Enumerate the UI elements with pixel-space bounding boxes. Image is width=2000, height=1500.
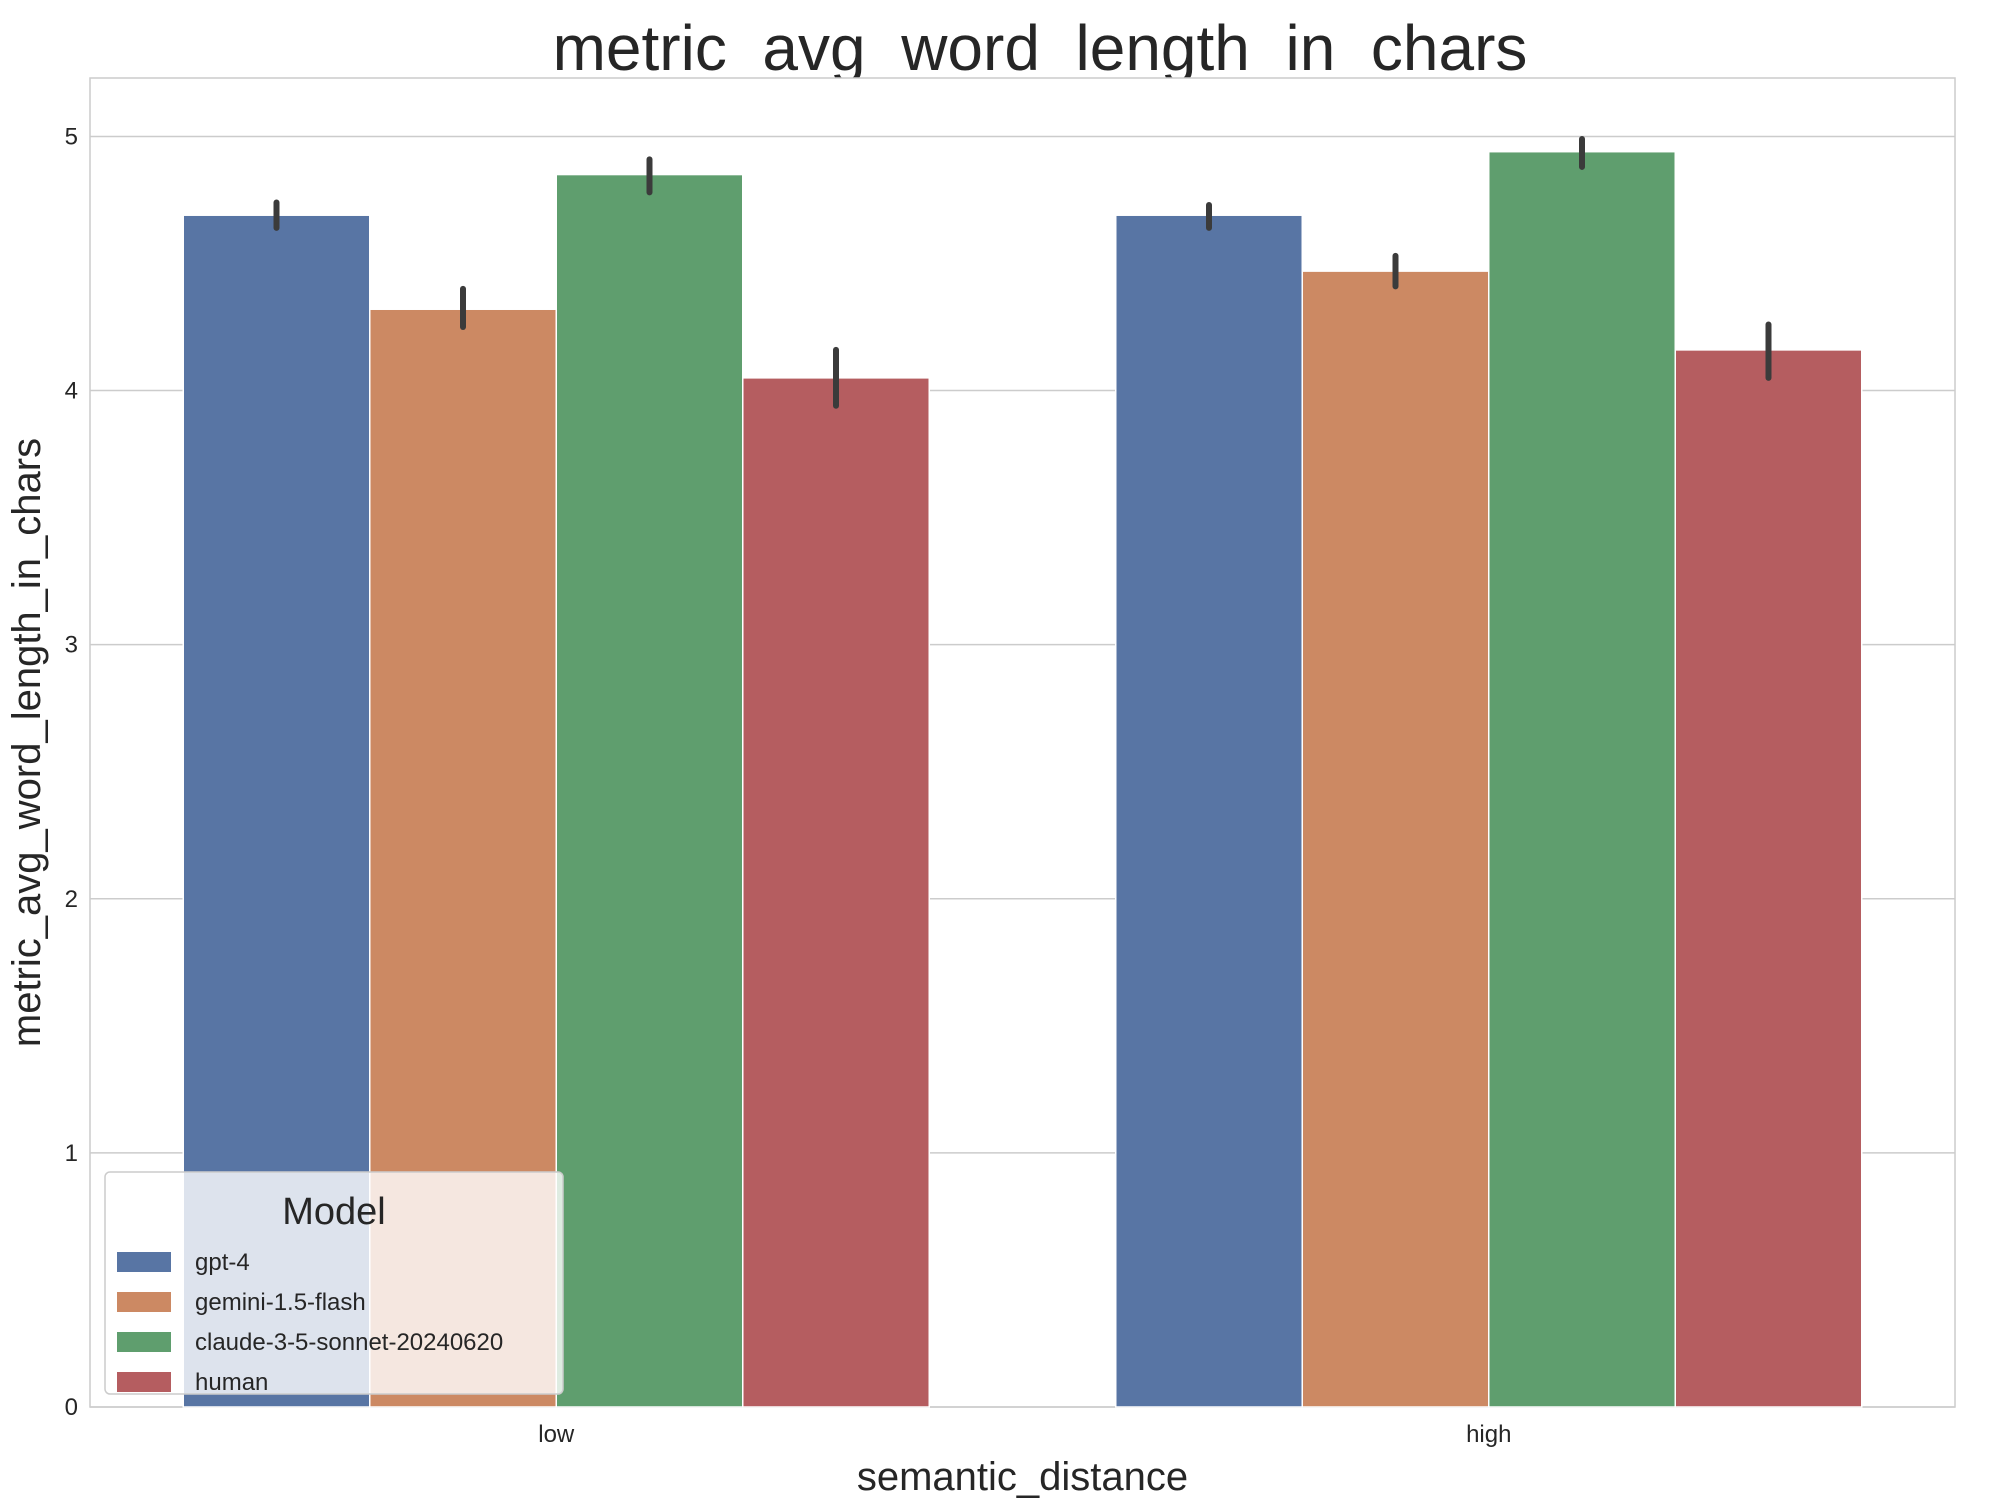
y-tick-label: 0: [65, 1394, 78, 1421]
bar-gemini-1.5-flash-high: [1301, 270, 1490, 1408]
y-tick-label: 2: [65, 886, 78, 913]
legend-entries: gpt-4 gemini-1.5-flash claude-3-5-sonnet-2…: [117, 1249, 503, 1396]
bar-claude-3-5-sonnet-20240620-low: [555, 173, 744, 1408]
bar-claude-3-5-sonnet-20240620-high: [1488, 150, 1676, 1408]
y-axis-label: metric_avg_word_length_in_chars: [5, 438, 49, 1047]
legend-label-gpt-4: gpt-4: [195, 1249, 250, 1276]
legend-label-gemini-1.5-flash: gemini-1.5-flash: [195, 1289, 366, 1316]
legend-swatch-claude-3-5-sonnet-20240620: [117, 1332, 171, 1352]
y-tick-label: 1: [65, 1140, 78, 1167]
bar-human-high: [1674, 349, 1863, 1408]
y-tick-label: 5: [65, 123, 78, 150]
legend-swatch-gpt-4: [117, 1252, 171, 1272]
legend-swatch-human: [117, 1372, 171, 1392]
x-tick-label: high: [1466, 1421, 1511, 1448]
legend-box: [104, 1171, 564, 1395]
bar-human-low: [742, 377, 930, 1408]
y-tick-label: 4: [65, 378, 78, 405]
x-axis-label: semantic_distance: [857, 1455, 1188, 1499]
error-bars: [273, 135, 1772, 409]
legend-swatch-gemini-1.5-flash: [117, 1292, 171, 1312]
chart-title: metric_avg_word_length_in_chars: [553, 12, 1528, 84]
legend-title: Model: [282, 1191, 386, 1233]
x-tick-label: low: [538, 1421, 575, 1448]
y-axis-ticks: 0 1 2 3 4 5: [65, 123, 78, 1421]
y-tick-label: 3: [65, 632, 78, 659]
x-axis-ticks: low high: [538, 1421, 1511, 1448]
legend: Model gpt-4 gemini-1.5-flash claude-3-5-so…: [104, 1171, 564, 1396]
legend-label-claude-3-5-sonnet-20240620: claude-3-5-sonnet-20240620: [195, 1329, 503, 1356]
legend-label-human: human: [195, 1369, 268, 1396]
bar-gpt-4-high: [1115, 214, 1303, 1408]
